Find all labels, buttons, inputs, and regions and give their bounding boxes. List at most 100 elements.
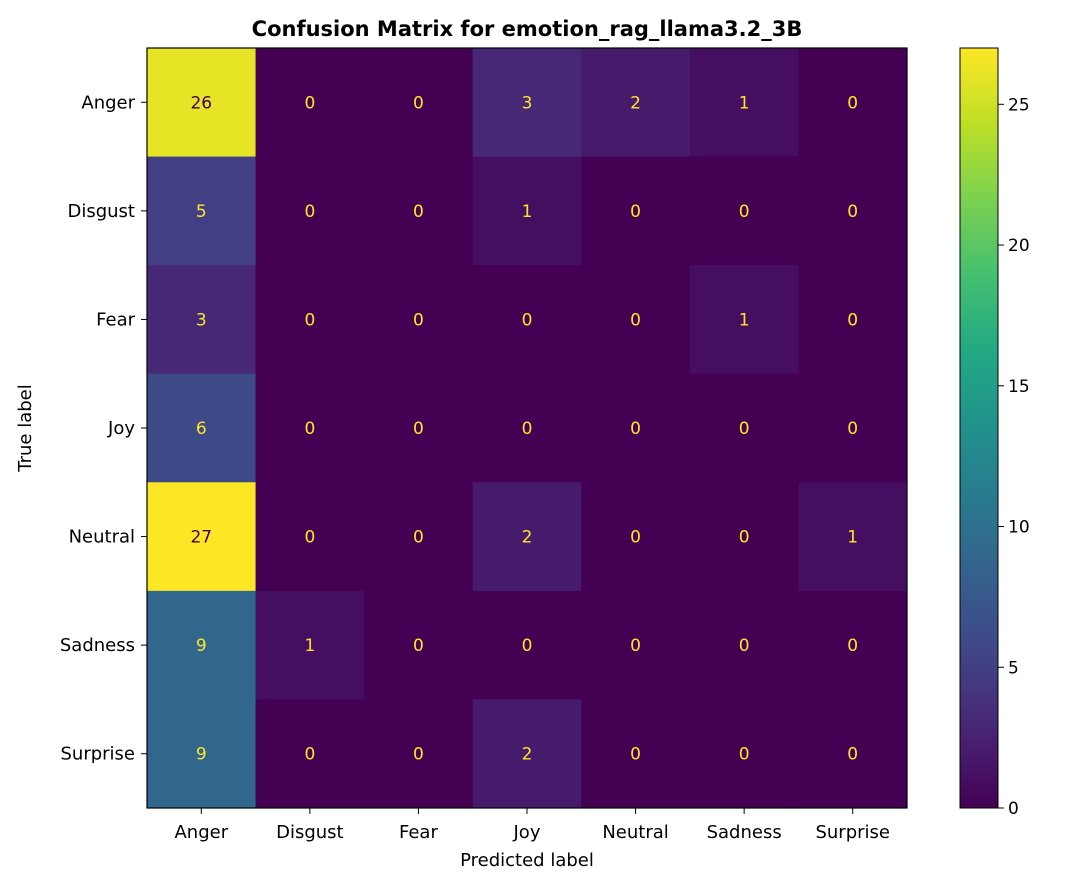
colorbar [959,47,999,809]
cell-value: 0 [522,419,533,439]
cell-value: 0 [739,528,750,548]
cell-value: 0 [739,636,750,656]
cell-neutral-joy [472,482,582,592]
y-axis-ticks: Anger Disgust Fear Joy Neutral Sadness Surpris… [60,92,147,765]
heatmap-cells [147,48,908,809]
cell-anger-disgust [255,48,365,158]
cell-value: 0 [630,636,641,656]
cell-value: 0 [304,202,315,222]
cell-disgust-fear [364,156,474,266]
cell-anger-sadness [689,48,799,158]
cell-surprise-anger [147,699,257,809]
cell-surprise-fear [364,699,474,809]
cell-joy-neutral [581,373,691,483]
cell-anger-fear [364,48,474,158]
cell-value: 0 [847,93,858,113]
cell-sadness-neutral [581,590,691,700]
cell-anger-neutral [581,48,691,158]
colorbar-tick-label: 10 [1008,518,1030,538]
cell-fear-neutral [581,265,691,375]
cell-value: 0 [847,419,858,439]
cell-fear-disgust [255,265,365,375]
cell-surprise-neutral [581,699,691,809]
cell-neutral-anger [147,482,257,592]
cell-value: 26 [190,93,212,113]
y-axis-label: True label [15,384,36,473]
colorbar-tick-label: 25 [1008,95,1030,115]
colorbar-tick-label: 20 [1008,236,1030,256]
cell-anger-surprise [798,48,908,158]
cell-value: 0 [522,310,533,330]
x-tick-label: Disgust [276,822,344,843]
cell-value: 1 [522,202,533,222]
cell-value: 1 [739,93,750,113]
cell-neutral-sadness [689,482,799,592]
cell-value: 0 [847,745,858,765]
cell-fear-surprise [798,265,908,375]
cell-joy-anger [147,373,257,483]
cell-value: 2 [522,528,533,548]
x-tick-label: Sadness [707,822,782,843]
cell-sadness-disgust [255,590,365,700]
cell-disgust-anger [147,156,257,266]
cell-fear-fear [364,265,474,375]
x-axis-label: Predicted label [460,850,594,871]
cell-joy-fear [364,373,474,483]
x-tick-label: Joy [513,822,541,843]
cell-sadness-surprise [798,590,908,700]
heatmap-cell-labels: 26 0 0 3 2 1 05 0 0 1 0 0 03 0 0 0 0 1 06 0 0 0 0 0 027 0 0 2 0 0 19 1 0… [190,93,858,764]
y-tick-label: Joy [107,418,135,439]
cell-value: 0 [413,310,424,330]
cell-value: 0 [304,745,315,765]
cell-fear-joy [472,265,582,375]
cell-value: 1 [304,636,315,656]
cell-sadness-anger [147,590,257,700]
colorbar-ticks: 0 5 10 15 20 25 [998,95,1030,819]
cell-value: 0 [739,419,750,439]
cell-disgust-disgust [255,156,365,266]
cell-value: 0 [413,202,424,222]
cell-value: 0 [630,745,641,765]
cell-value: 0 [413,745,424,765]
cell-neutral-surprise [798,482,908,592]
cell-value: 5 [196,202,207,222]
cell-value: 1 [847,528,858,548]
cell-value: 0 [304,93,315,113]
y-tick-label: Neutral [69,527,135,548]
cell-joy-joy [472,373,582,483]
x-tick-label: Surprise [815,822,890,843]
y-tick-label: Anger [81,92,135,113]
cell-value: 0 [304,528,315,548]
cell-value: 6 [196,419,207,439]
x-tick-label: Neutral [602,822,668,843]
cell-disgust-surprise [798,156,908,266]
cell-joy-sadness [689,373,799,483]
cell-value: 0 [413,419,424,439]
cell-value: 0 [739,745,750,765]
cell-value: 0 [630,310,641,330]
x-tick-label: Fear [399,822,438,843]
cell-neutral-neutral [581,482,691,592]
cell-value: 0 [413,93,424,113]
cell-fear-anger [147,265,257,375]
cell-fear-sadness [689,265,799,375]
cell-value: 1 [739,310,750,330]
cell-sadness-sadness [689,590,799,700]
cell-surprise-disgust [255,699,365,809]
cell-value: 3 [522,93,533,113]
cell-joy-disgust [255,373,365,483]
cell-value: 27 [190,528,212,548]
colorbar-tick-label: 5 [1008,658,1019,678]
cell-neutral-disgust [255,482,365,592]
cell-value: 2 [522,745,533,765]
cell-sadness-joy [472,590,582,700]
colorbar-tick-label: 15 [1008,377,1030,397]
cell-value: 0 [413,528,424,548]
cell-value: 0 [304,419,315,439]
cell-value: 9 [196,636,207,656]
y-tick-label: Disgust [67,201,135,222]
chart-title: Confusion Matrix for emotion_rag_llama3.… [252,17,803,41]
x-axis-ticks: Anger Disgust Fear Joy Neutral Sadness Surpris… [174,808,890,843]
cell-value: 0 [630,419,641,439]
